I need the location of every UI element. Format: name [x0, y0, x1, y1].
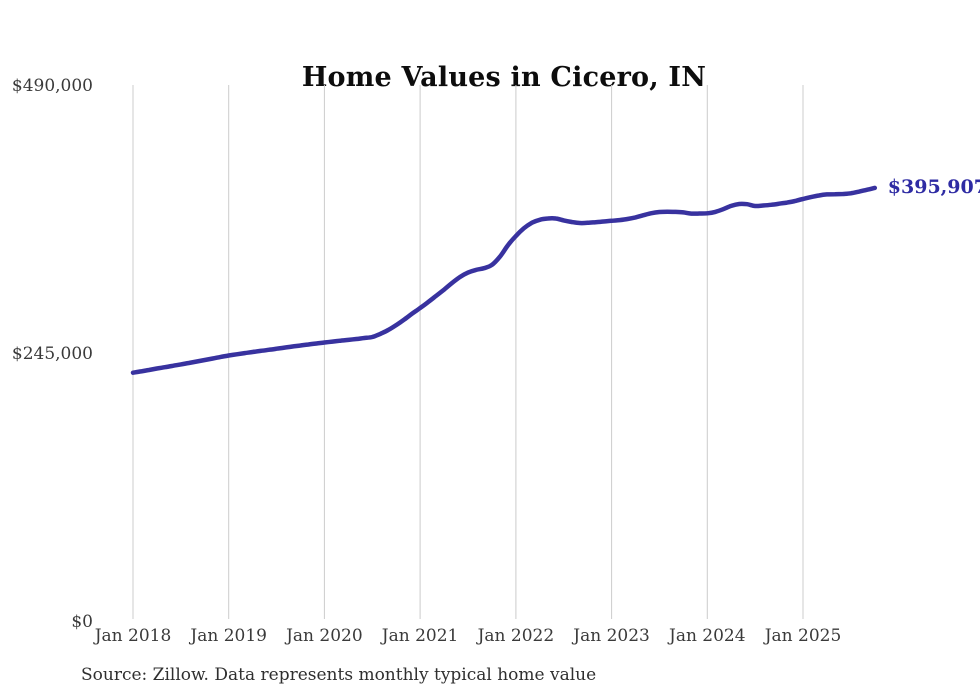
- x-tick-label: Jan 2019: [188, 626, 267, 646]
- x-tick-label: Jan 2024: [667, 626, 746, 646]
- y-tick-label: $245,000: [12, 344, 93, 364]
- home-value-series-line: [130, 185, 878, 375]
- y-tick-label: $0: [71, 612, 93, 632]
- x-tick-label: Jan 2018: [93, 626, 172, 646]
- source-note: Source: Zillow. Data represents monthly …: [81, 665, 597, 685]
- x-tick-label: Jan 2023: [571, 626, 650, 646]
- x-tick-label: Jan 2022: [476, 626, 555, 646]
- chart-title: Home Values in Cicero, IN: [301, 62, 707, 93]
- x-tick-label: Jan 2020: [284, 626, 363, 646]
- x-tick-label: Jan 2021: [380, 626, 459, 646]
- latest-value-label: $395,907: [887, 175, 980, 198]
- x-tick-label: Jan 2025: [763, 626, 842, 646]
- y-tick-label: $490,000: [12, 76, 93, 96]
